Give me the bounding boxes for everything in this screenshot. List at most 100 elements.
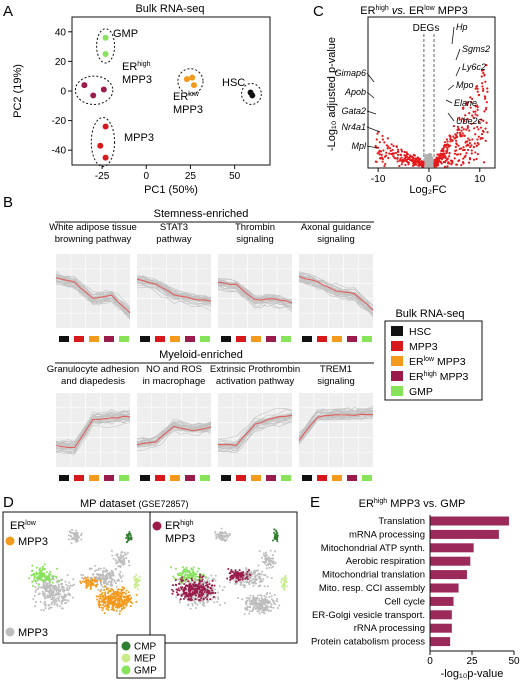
volcano-point-deg bbox=[459, 135, 462, 138]
tsne-cell bbox=[187, 604, 190, 607]
volcano-point-deg bbox=[485, 101, 488, 104]
pathway-gene-line bbox=[55, 273, 131, 309]
volcano-gene-label: Mpo bbox=[456, 80, 474, 90]
tsne-cell bbox=[249, 603, 252, 606]
volcano-ticks: -10 0 10 bbox=[371, 168, 486, 185]
tsne-cell bbox=[254, 571, 257, 574]
volcano-point-deg bbox=[477, 128, 480, 131]
tsne-legend-dot bbox=[121, 653, 131, 663]
tsne-cell bbox=[137, 580, 140, 583]
volcano-point-deg bbox=[474, 151, 477, 154]
tsne-cell bbox=[273, 531, 276, 534]
volcano-point-deg bbox=[486, 87, 489, 90]
pathway-title: signaling bbox=[317, 234, 355, 245]
tsne-cell bbox=[45, 571, 48, 574]
tsne-cell bbox=[52, 578, 55, 581]
tsne-cell bbox=[253, 575, 256, 578]
tsne-cell bbox=[128, 564, 131, 567]
tsne-cell bbox=[262, 606, 265, 609]
tsne-cell bbox=[199, 599, 202, 602]
tsne-cell bbox=[255, 582, 258, 585]
tsne-cell bbox=[37, 586, 40, 589]
tsne-cell bbox=[188, 570, 191, 573]
tsne-cell bbox=[52, 575, 55, 578]
tsne-cell bbox=[91, 573, 94, 576]
tsne-cell bbox=[51, 601, 54, 604]
volcano-point-deg bbox=[485, 64, 488, 67]
tsne-cell bbox=[38, 567, 41, 570]
tsne-cell bbox=[249, 600, 252, 603]
pca-xlabel: PC1 (50%) bbox=[144, 184, 198, 196]
tsne-cell bbox=[48, 572, 51, 575]
pca-group-ellipse bbox=[74, 75, 114, 105]
bulk-legend-swatch bbox=[391, 386, 403, 396]
volcano-point-deg bbox=[445, 152, 448, 155]
tsne-cell bbox=[107, 573, 110, 576]
tsne-cell bbox=[90, 580, 93, 583]
tsne-cell bbox=[284, 574, 287, 577]
pathway-gene-line bbox=[298, 416, 374, 445]
volcano-point-deg bbox=[455, 163, 459, 166]
tsne-cell bbox=[114, 558, 117, 561]
tsne-panel: MP dataset (GSE72857) ERlow MPP3 MPP3 ERh… bbox=[2, 498, 298, 679]
tsne-cell bbox=[246, 575, 249, 578]
tsne-cell bbox=[203, 581, 206, 584]
tsne-cell bbox=[258, 581, 261, 584]
tsne-cell bbox=[41, 565, 44, 568]
tsne-cell bbox=[244, 577, 247, 580]
tsne-cell bbox=[283, 588, 286, 591]
tsne-cell bbox=[222, 534, 225, 537]
tsne-cell bbox=[258, 576, 261, 579]
legend-er: ER bbox=[409, 356, 424, 368]
pathway-sample-swatch bbox=[200, 336, 210, 342]
tsne-cell bbox=[258, 612, 261, 615]
tsne-cell bbox=[99, 567, 102, 570]
volcano-point-deg bbox=[481, 82, 484, 85]
volcano-gene-leader bbox=[451, 26, 455, 45]
volcano-gene-leader bbox=[366, 72, 375, 83]
pathway-gene-line bbox=[217, 417, 293, 450]
tsne-cell bbox=[127, 538, 130, 541]
tsne-cell bbox=[263, 600, 266, 603]
volcano-point-deg bbox=[398, 164, 401, 168]
tsne-cell bbox=[239, 578, 242, 581]
volcano-point-deg bbox=[411, 164, 415, 167]
pathway-sample-swatch bbox=[236, 336, 246, 342]
volcano-point-deg bbox=[440, 158, 443, 161]
pca-xtick-label: 50 bbox=[229, 171, 241, 182]
volcano-point-deg bbox=[414, 157, 417, 160]
tsne-cell bbox=[179, 598, 182, 601]
tsne-cell bbox=[105, 586, 108, 589]
volcano-point-deg bbox=[470, 149, 473, 152]
tsne-cell bbox=[182, 597, 185, 600]
tsne-cell bbox=[35, 601, 38, 604]
tsne-cell bbox=[85, 581, 88, 584]
tsne-grey-swatch bbox=[5, 627, 15, 637]
tsne-cell bbox=[104, 598, 107, 601]
tsne-cell bbox=[280, 579, 283, 582]
tsne-cell bbox=[64, 580, 67, 583]
tsne-cell bbox=[51, 591, 54, 594]
tsne-cell bbox=[108, 577, 111, 580]
panel-label-d: D bbox=[3, 494, 14, 511]
volcano-point-deg bbox=[482, 69, 485, 72]
tsne-cell bbox=[54, 598, 57, 601]
tsne-legend-label: GMP bbox=[134, 666, 157, 677]
tsne-cell bbox=[190, 586, 193, 589]
volcano-point-deg bbox=[407, 157, 410, 160]
tsne-cell bbox=[111, 554, 114, 557]
tsne-cell bbox=[245, 573, 248, 576]
tsne-cell bbox=[59, 605, 62, 608]
tsne-cell bbox=[270, 576, 273, 579]
pathway-gene-line bbox=[217, 409, 293, 444]
tsne-cell bbox=[179, 572, 182, 575]
tsne-cell bbox=[69, 531, 72, 534]
tsne-cell bbox=[136, 588, 139, 591]
tsne-cell bbox=[115, 585, 118, 588]
tsne-cell bbox=[186, 570, 189, 573]
tsne-cell bbox=[126, 551, 129, 554]
go-bar bbox=[430, 516, 509, 526]
tsne-cell bbox=[118, 574, 121, 577]
volcano-point-deg bbox=[484, 127, 487, 130]
volcano-point-deg bbox=[464, 114, 467, 117]
